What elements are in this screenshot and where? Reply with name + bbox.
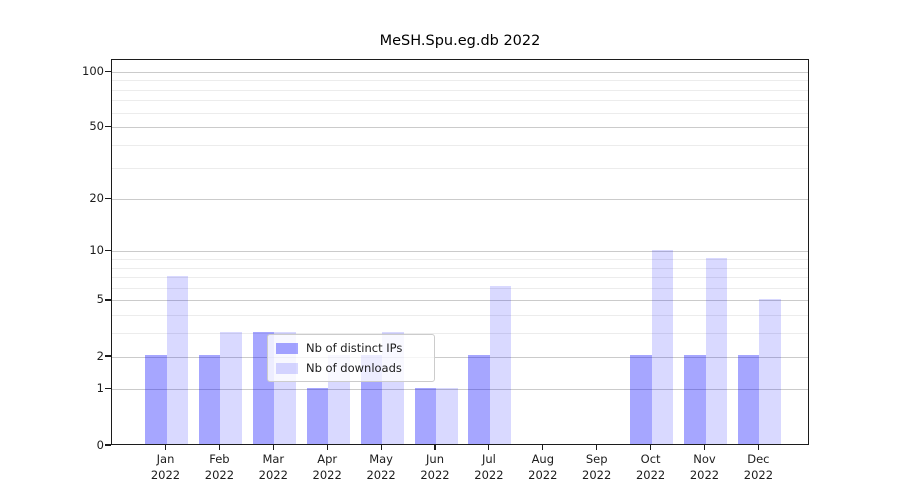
major-gridline	[112, 251, 808, 253]
x-axis-tick	[326, 445, 328, 450]
y-axis-tick	[105, 444, 111, 446]
minor-gridline	[112, 144, 808, 146]
x-axis-tick-label: Mar 2022	[258, 452, 288, 482]
y-axis-tick	[105, 70, 111, 72]
major-gridline	[112, 356, 808, 358]
x-axis-tick-label: May 2022	[366, 452, 396, 482]
y-axis-tick-label: 100	[82, 63, 104, 78]
x-axis-tick-label: Apr 2022	[312, 452, 342, 482]
x-axis-tick-label: Jan 2022	[150, 452, 181, 482]
minor-gridline	[112, 267, 808, 269]
minor-gridline	[112, 287, 808, 289]
x-axis-tick-label: Jul 2022	[474, 452, 504, 482]
x-axis-tick-label: Sep 2022	[582, 452, 612, 482]
bar-downloads	[166, 275, 188, 444]
y-axis-tick-label: 50	[89, 119, 104, 134]
x-axis-tick	[488, 445, 490, 450]
y-axis-tick-label: 10	[89, 243, 104, 258]
y-axis-tick-label: 0	[96, 437, 104, 452]
bar-downloads	[705, 257, 727, 444]
legend-label-downloads: Nb of downloads	[306, 361, 402, 375]
y-axis-tick	[105, 355, 111, 357]
y-axis-tick-label: 2	[96, 348, 104, 363]
major-gridline	[112, 71, 808, 73]
y-axis-tick-label: 5	[96, 292, 104, 307]
x-axis-tick-label: Jun 2022	[420, 452, 450, 482]
bar-downloads	[220, 331, 242, 444]
x-axis-tick	[434, 445, 436, 450]
x-axis-tick	[272, 445, 274, 450]
x-axis-tick	[650, 445, 652, 450]
minor-gridline	[112, 80, 808, 82]
bar-distinct-ips	[145, 355, 167, 444]
major-gridline	[112, 389, 808, 391]
minor-gridline	[112, 112, 808, 114]
minor-gridline	[112, 277, 808, 279]
major-gridline	[112, 199, 808, 201]
x-axis-tick	[596, 445, 598, 450]
minor-gridline	[112, 167, 808, 169]
x-axis-tick	[164, 445, 167, 450]
x-axis-tick-label: Dec 2022	[743, 452, 774, 482]
x-axis-tick-label: Nov 2022	[689, 452, 720, 482]
legend-swatch-downloads	[276, 362, 298, 374]
y-axis-tick	[105, 126, 111, 128]
major-gridline	[112, 300, 808, 302]
x-axis-tick-label: Feb 2022	[204, 452, 235, 482]
legend-item-distinct-ips: Nb of distinct IPs	[276, 341, 426, 355]
major-gridline	[112, 127, 808, 129]
y-axis-tick-label: 20	[89, 191, 104, 206]
x-axis-tick	[218, 445, 220, 450]
legend: Nb of distinct IPs Nb of downloads	[267, 334, 435, 382]
bar-downloads	[759, 298, 781, 444]
bar-distinct-ips	[468, 355, 490, 444]
bar-distinct-ips	[198, 355, 221, 444]
y-axis-tick-label: 1	[96, 381, 104, 396]
x-axis-tick-label: Aug 2022	[528, 452, 558, 482]
bar-downloads	[436, 387, 458, 444]
bar-distinct-ips	[306, 387, 329, 444]
x-axis-tick	[757, 445, 759, 450]
bar-distinct-ips	[414, 387, 436, 444]
x-axis-tick-label: Oct 2022	[635, 452, 666, 482]
minor-gridline	[112, 315, 808, 317]
plot-area	[111, 59, 809, 445]
minor-gridline	[112, 259, 808, 261]
x-axis-tick	[542, 445, 544, 450]
minor-gridline	[112, 333, 808, 335]
bar-distinct-ips	[684, 355, 706, 444]
legend-label-distinct-ips: Nb of distinct IPs	[306, 341, 403, 355]
bar-distinct-ips	[737, 355, 760, 444]
bar-downloads	[651, 249, 674, 444]
y-axis-tick	[105, 250, 111, 252]
minor-gridline	[112, 100, 808, 102]
y-axis-tick	[105, 388, 111, 390]
legend-item-downloads: Nb of downloads	[276, 361, 426, 375]
bar-downloads	[489, 286, 512, 444]
bar-distinct-ips	[630, 355, 652, 444]
legend-swatch-distinct-ips	[276, 342, 298, 354]
x-axis-tick	[380, 445, 382, 450]
x-axis-tick	[703, 445, 706, 450]
chart-title: MeSH.Spu.eg.db 2022	[379, 33, 541, 49]
y-axis-tick	[105, 299, 111, 301]
y-axis-tick	[105, 197, 111, 200]
minor-gridline	[112, 89, 808, 91]
